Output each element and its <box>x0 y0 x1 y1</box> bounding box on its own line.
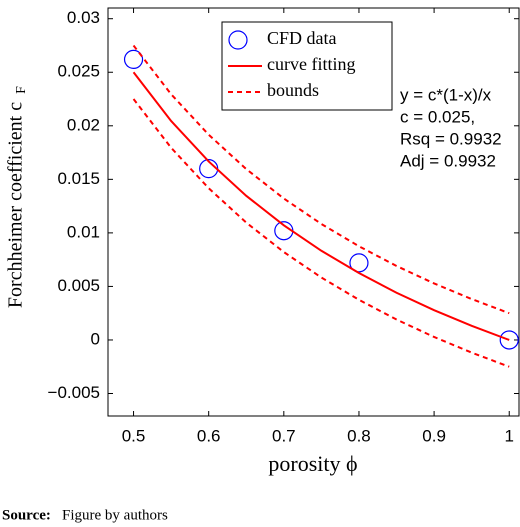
legend-label: CFD data <box>267 28 337 48</box>
data-point <box>499 330 519 350</box>
source-text: Figure by authors <box>62 507 168 523</box>
y-tick-label: −0.005 <box>48 383 100 402</box>
x-axis-label: porosity ϕ <box>268 451 357 476</box>
legend: CFD data curve fitting bounds <box>221 21 393 111</box>
fit-line <box>132 71 510 341</box>
y-tick-label: 0.025 <box>57 62 100 81</box>
y-tick-label: 0.03 <box>67 8 100 27</box>
y-axis-label-subscript: F <box>14 86 29 94</box>
annotation: y = c*(1-x)/x <box>400 85 492 104</box>
annotation: Rsq = 0.9932 <box>400 129 502 148</box>
source-label: Source: <box>2 507 51 523</box>
data-point <box>349 253 369 273</box>
y-tick-label: 0 <box>91 329 100 348</box>
x-tick-label: 1 <box>504 426 513 445</box>
x-tick-label: 0.6 <box>197 426 221 445</box>
x-tick-label: 0.7 <box>272 426 296 445</box>
data-point <box>123 49 144 70</box>
x-tick-label: 0.8 <box>347 426 371 445</box>
legend-label: bounds <box>267 80 319 100</box>
y-tick-label: 0.02 <box>67 115 100 134</box>
plot-frame <box>107 7 520 417</box>
annotation: c = 0.025, <box>400 107 475 126</box>
y-tick-label: 0.015 <box>57 169 100 188</box>
y-tick-label: 0.01 <box>67 222 100 241</box>
x-tick-label: 0.9 <box>422 426 446 445</box>
legend-label: curve fitting <box>267 54 355 74</box>
y-axis-label: Forchheimer coefficient c <box>5 102 27 308</box>
legend-marker <box>228 30 248 50</box>
x-tick-label: 0.5 <box>122 426 146 445</box>
annotation: Adj = 0.9932 <box>400 151 496 170</box>
y-tick-label: 0.005 <box>57 276 100 295</box>
